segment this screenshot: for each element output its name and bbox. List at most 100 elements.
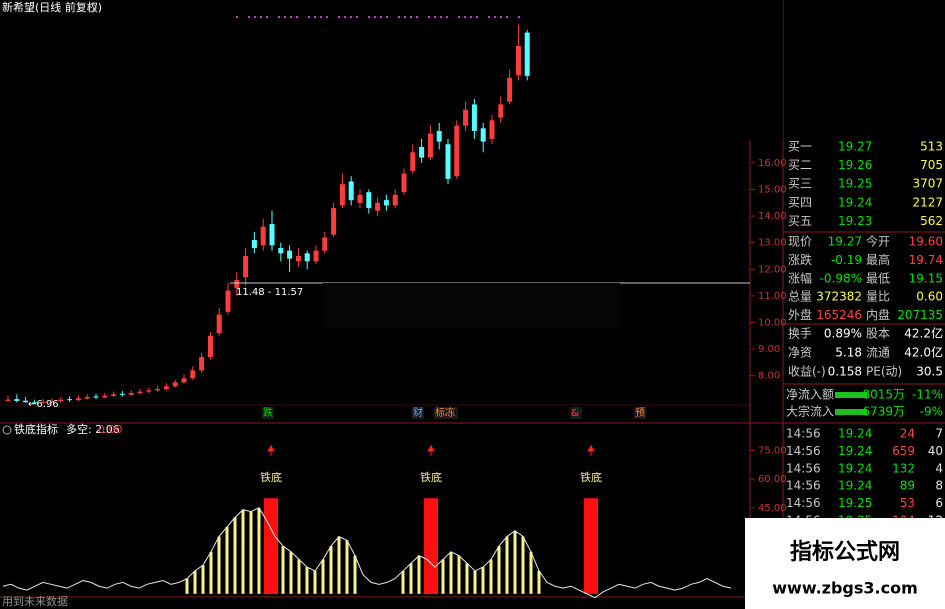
candle-body xyxy=(260,226,266,246)
quote-cell: 总量 xyxy=(788,290,812,304)
candle-body xyxy=(5,399,11,401)
marker-dot xyxy=(290,16,292,18)
chart-title: 新希望(日线 前复权) xyxy=(2,0,102,14)
candle-body xyxy=(454,125,460,177)
quote-cell: 涨跌 xyxy=(788,252,812,267)
marker-dot xyxy=(260,16,262,18)
marker-dot xyxy=(410,16,412,18)
marker-dot xyxy=(338,16,340,18)
signal-bar xyxy=(424,498,438,594)
candle-body xyxy=(207,335,213,358)
indicator-bar xyxy=(513,530,517,594)
candle-body xyxy=(375,202,381,211)
book-cell: 513 xyxy=(920,140,943,154)
candle-body xyxy=(278,248,284,254)
y-tick-label: 45.00 xyxy=(758,503,787,514)
flow-cell: -6739万 xyxy=(858,405,905,419)
candle-body xyxy=(419,146,425,158)
candle-body xyxy=(287,250,293,259)
y-tick-label: 13.00 xyxy=(758,238,787,249)
indicator-bar xyxy=(489,559,493,594)
marker-dot xyxy=(488,16,490,18)
quote-cell: 内盘 xyxy=(866,307,890,322)
trades-cell: 19.24 xyxy=(838,461,872,475)
book-cell: 2127 xyxy=(912,195,943,209)
trades-cell: 14:56 xyxy=(786,479,821,493)
indicator-bar xyxy=(537,570,541,594)
candle-body xyxy=(49,400,55,402)
candle-body xyxy=(489,120,495,139)
y-tick-label: 12.00 xyxy=(758,264,787,275)
candle-body xyxy=(75,398,81,401)
indicator-bar xyxy=(337,536,341,594)
book-cell: 705 xyxy=(920,158,943,172)
marker-dot xyxy=(350,16,352,18)
book-cell: 19.23 xyxy=(838,214,872,228)
stats-cell: 股本 xyxy=(866,327,890,341)
quote-cell: 现价 xyxy=(788,235,812,249)
indicator-bar xyxy=(529,551,533,594)
stats-cell: 收益(-) xyxy=(788,365,826,379)
signal-arrow xyxy=(587,445,595,456)
signal-arrow xyxy=(267,445,275,456)
indicator-bar xyxy=(449,551,453,594)
indicator-bar xyxy=(345,540,349,594)
trades-cell: 24 xyxy=(900,427,915,441)
marker-dot xyxy=(476,16,478,18)
signal-label: 铁底 xyxy=(260,470,282,484)
indicator-bar xyxy=(321,559,325,594)
indicator-bar xyxy=(401,570,405,594)
trades-cell: 53 xyxy=(900,496,915,510)
candle-body xyxy=(102,395,108,398)
stats-cell: 42.2亿 xyxy=(904,326,943,341)
trades-cell: 659 xyxy=(892,444,915,458)
book-cell: 19.24 xyxy=(838,195,872,209)
stats-cell: 净资 xyxy=(788,346,812,360)
candle-body xyxy=(427,133,433,158)
title-icon xyxy=(87,3,97,13)
candle-body xyxy=(58,399,64,401)
y-tick-label: 15.00 xyxy=(758,184,787,195)
candle-body xyxy=(181,378,187,383)
trades-cell: 14:56 xyxy=(786,461,821,475)
book-cell: 19.26 xyxy=(838,158,872,172)
y-tick-label: 9.00 xyxy=(758,344,780,355)
quote-cell: 165246 xyxy=(816,308,862,322)
candle-body xyxy=(146,390,152,392)
candle-body xyxy=(23,400,29,403)
stats-cell: 30.5 xyxy=(916,365,943,379)
event-label: 财 xyxy=(413,406,423,419)
y-tick-label: 75.00 xyxy=(758,445,787,456)
candle-body xyxy=(480,128,486,142)
stats-cell: 5.18 xyxy=(835,346,862,360)
stats-cell: 42.0亿 xyxy=(904,345,943,360)
book-cell: 买二 xyxy=(788,158,812,172)
marker-dot xyxy=(500,16,502,18)
stats-cell: PE(动) xyxy=(866,365,902,379)
book-cell: 19.25 xyxy=(838,177,872,191)
marker-dot xyxy=(236,16,238,18)
signal-label: 铁底 xyxy=(580,470,602,484)
footnote: 用到未来数据 xyxy=(2,594,68,608)
trades-cell: 4 xyxy=(935,461,943,475)
indicator-bar xyxy=(193,570,197,594)
quote-cell: 最低 xyxy=(866,271,890,285)
event-label: 预 xyxy=(635,407,645,419)
flow-cell: -11% xyxy=(912,388,943,402)
candle-body xyxy=(199,357,205,371)
quote-cell: -0.98% xyxy=(820,271,862,285)
annotation: 11.48 - 11.57 xyxy=(236,287,303,298)
candle-body xyxy=(269,224,275,246)
candle-body xyxy=(216,314,222,334)
candle-body xyxy=(515,45,521,76)
candle-body xyxy=(392,194,398,206)
event-label: & xyxy=(571,408,579,419)
flow-cell: 净流入额 xyxy=(786,388,834,402)
candle-body xyxy=(163,386,169,389)
candle-body xyxy=(498,104,504,118)
trades-cell: 19.24 xyxy=(838,444,872,458)
quote-cell: 19.74 xyxy=(909,253,943,267)
candle-body xyxy=(111,394,117,396)
indicator-bar xyxy=(257,507,261,594)
